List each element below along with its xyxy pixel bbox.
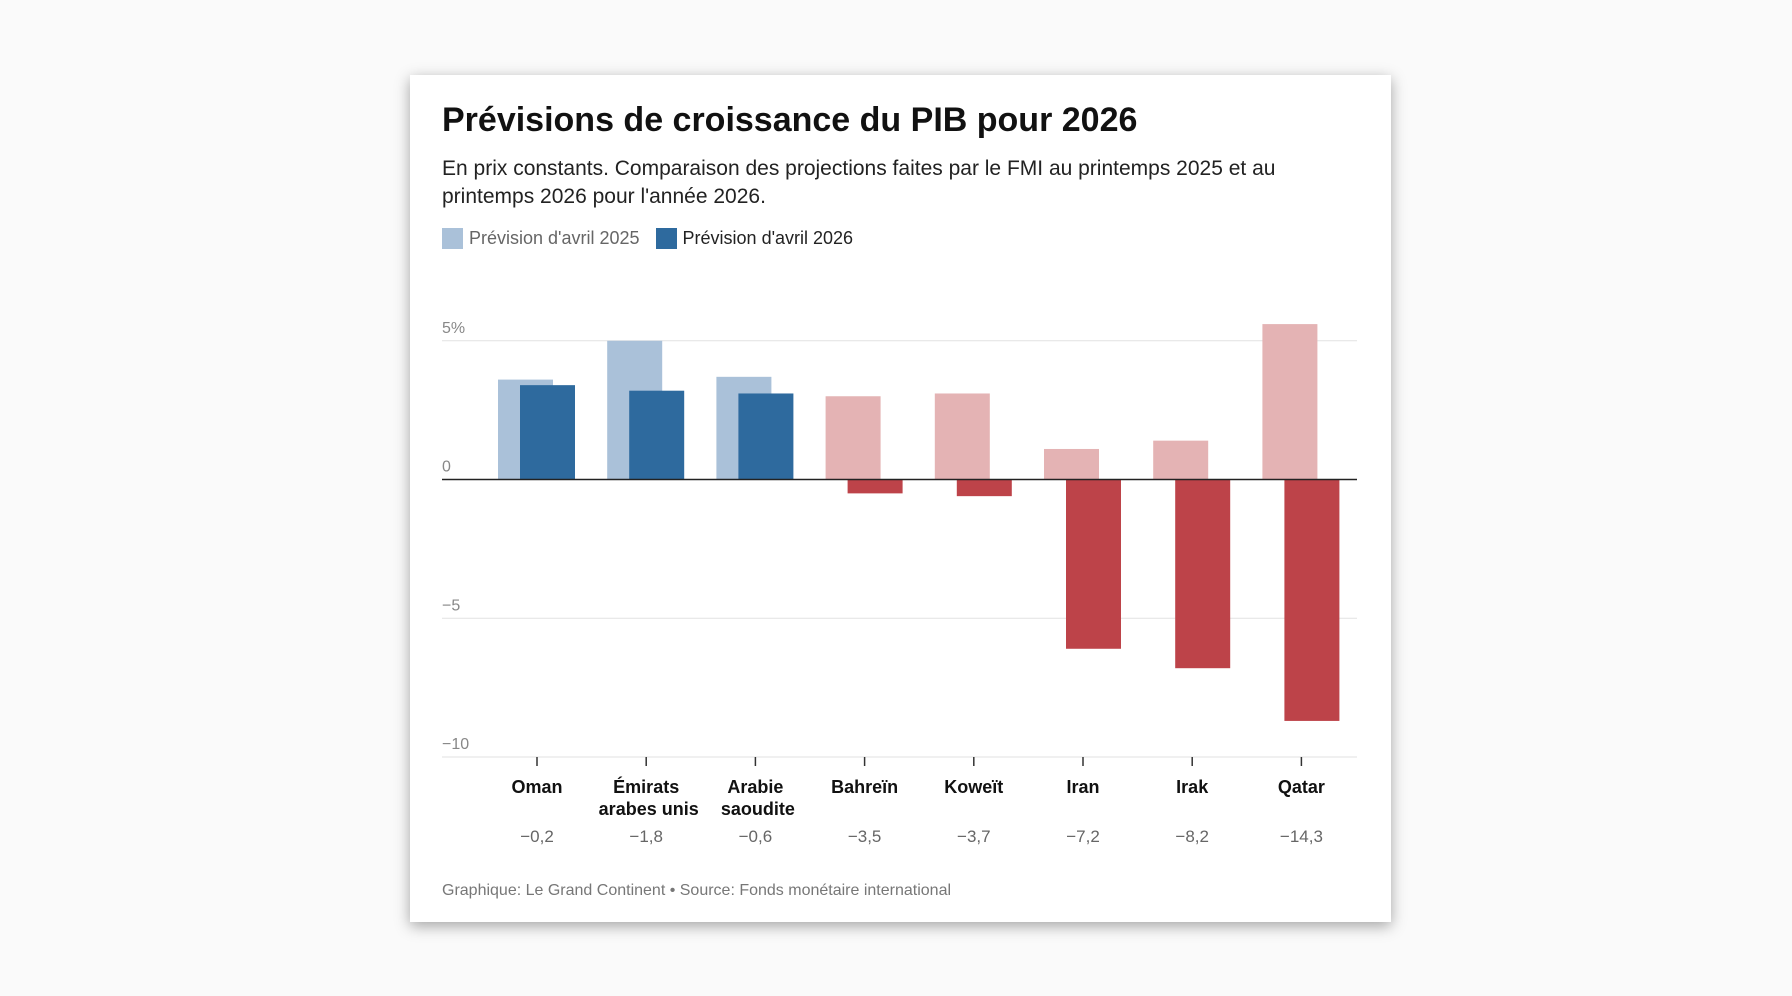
x-tick-line: Irak (1176, 777, 1209, 797)
legend-swatch (655, 228, 677, 249)
legend-label: Prévision d'avril 2025 (469, 228, 640, 248)
x-tick-line: saoudite (716, 799, 795, 819)
x-tick-label: Irak (1176, 777, 1209, 797)
bar (1044, 448, 1099, 480)
x-tick-line: Iran (1066, 777, 1099, 797)
y-tick-label: 5% (442, 320, 465, 337)
bar (956, 479, 1012, 497)
change-label: −3,7 (957, 827, 991, 846)
legend-label: Prévision d'avril 2026 (682, 228, 854, 248)
bar (1284, 479, 1340, 721)
x-tick-line: Bahreïn (831, 777, 898, 797)
legend-swatch (442, 228, 463, 249)
bar (520, 385, 575, 480)
legend-item: Prévision d'avril 2025 (442, 228, 640, 249)
bar (738, 393, 794, 480)
legend-item: Prévision d'avril 2026 (655, 228, 854, 249)
bar (629, 390, 685, 480)
change-label: −14,3 (1280, 827, 1323, 846)
x-tick-line: Arabie (727, 777, 783, 797)
bar (1262, 324, 1318, 480)
chart-card: Prévisions de croissance du PIB pour 202… (410, 75, 1391, 922)
x-tick-label: Koweït (944, 777, 1003, 797)
x-tick-label: Arabie saoudite (716, 777, 795, 819)
x-tick-label: Oman (511, 777, 562, 797)
change-label: −1,8 (629, 827, 663, 846)
x-tick-label: Bahreïn (831, 777, 898, 797)
bar (1153, 440, 1209, 480)
change-label: −0,6 (739, 827, 773, 846)
legend: Prévision d'avril 2025 Prévision d'avril … (442, 228, 853, 249)
change-label: −0,2 (520, 827, 554, 846)
chart-subtitle: En prix constants. Comparaison des proje… (442, 157, 1276, 208)
y-tick-label: −10 (442, 736, 469, 753)
y-tick-label: 0 (442, 459, 451, 476)
footer: Graphique: Le Grand Continent • Source: … (442, 882, 952, 899)
bar (1175, 479, 1231, 669)
bar (1066, 479, 1121, 649)
y-tick-label: −5 (442, 597, 460, 614)
x-tick-line: Émirats (613, 776, 679, 797)
chart-title: Prévisions de croissance du PIB pour 202… (442, 101, 1138, 139)
x-tick-line: Oman (511, 777, 562, 797)
x-tick-label: Iran (1066, 777, 1099, 797)
change-label: −8,2 (1175, 827, 1209, 846)
x-tick-label: Qatar (1278, 777, 1325, 797)
change-label: −3,5 (848, 827, 882, 846)
x-tick-line: Qatar (1278, 777, 1325, 797)
change-label: −7,2 (1066, 827, 1100, 846)
bar (847, 479, 903, 494)
bar (934, 393, 990, 480)
x-tick-line: Koweït (944, 777, 1003, 797)
bar (825, 396, 881, 480)
x-tick-line: arabes unis (594, 799, 699, 819)
x-tick-label: Émirats arabes unis (594, 776, 699, 819)
chart: 5% 0 −5 −10 Oman −0,2 Émirats arabes unis −1,8 A… (442, 320, 1357, 846)
